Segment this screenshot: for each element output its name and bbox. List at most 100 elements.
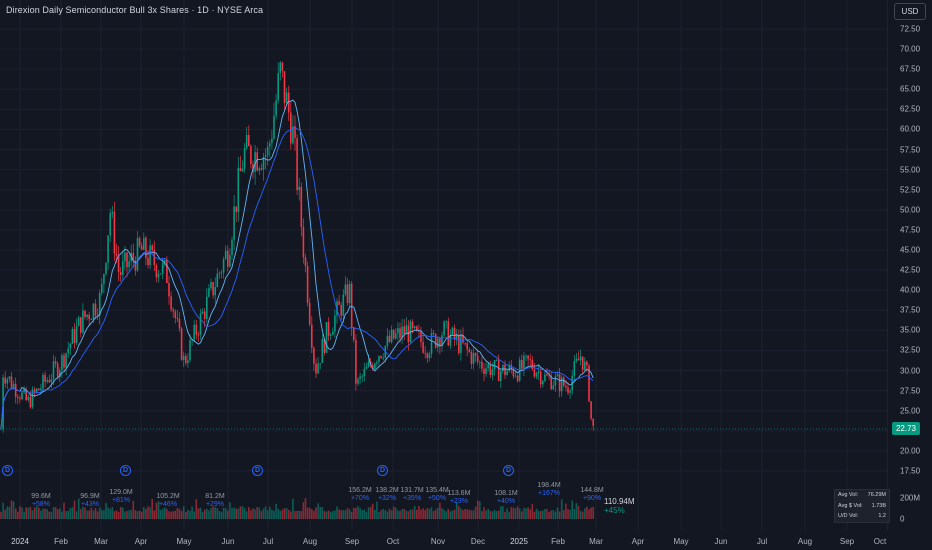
volume-label: 99.6M +58% (31, 493, 50, 509)
candle-body (178, 318, 181, 329)
candle-body (464, 342, 466, 344)
candle-body (527, 355, 529, 360)
dividend-event-icon[interactable]: D (252, 465, 263, 476)
candle-body (42, 374, 44, 389)
candle-body (38, 388, 40, 391)
candle-body (405, 325, 408, 335)
volume-bar (50, 511, 53, 519)
price-tick: 40.00 (900, 285, 921, 295)
candle-body (403, 326, 405, 335)
candle-body (101, 284, 103, 294)
volume-bar (334, 510, 336, 519)
volume-bar (105, 502, 107, 519)
candle-body (105, 262, 107, 275)
candle-body (107, 235, 109, 263)
candle-body (575, 358, 578, 362)
volume-bar (248, 507, 250, 519)
candle-body (317, 363, 319, 374)
volume-bar (518, 508, 521, 519)
volume-bar (149, 507, 151, 519)
volume-current-value: 110.94M (604, 497, 635, 506)
volume-bar (153, 510, 156, 519)
volume-bar (113, 511, 116, 519)
volume-bar (220, 511, 223, 519)
candle-body (378, 356, 380, 363)
price-tick: 30.00 (900, 366, 921, 376)
volume-bar (554, 511, 557, 519)
volume-label-pct: +167% (537, 490, 560, 497)
candle-body (565, 385, 567, 388)
dividend-event-icon[interactable]: D (2, 465, 13, 476)
volume-bar (140, 511, 143, 519)
candle-body (350, 283, 353, 328)
volume-bar (126, 510, 128, 519)
volume-bar (535, 508, 538, 519)
price-tick: 17.50 (900, 466, 921, 476)
volume-bar (422, 508, 424, 519)
volume-bar (279, 510, 282, 519)
candle-body (518, 359, 521, 381)
candle-body (111, 211, 114, 214)
volume-bar (462, 510, 464, 519)
volume-bar (92, 510, 95, 519)
dividend-event-icon[interactable]: D (503, 465, 514, 476)
time-tick: 2025 (510, 537, 528, 546)
candle-body (92, 303, 95, 320)
candle-body (531, 359, 534, 370)
volume-bar (115, 510, 118, 519)
price-tick: 55.00 (900, 165, 921, 175)
volume-bar (71, 507, 74, 519)
candle-body (420, 331, 422, 343)
volume-bar (512, 507, 515, 519)
time-axis[interactable]: 2024 Feb Mar Apr May Jun Jul Aug Sep Oct Nov Dec 202… (0, 532, 888, 550)
volume-bar (424, 509, 426, 519)
volume-bar (531, 503, 534, 519)
time-tick: Sep (344, 537, 360, 546)
volume-bar (315, 507, 317, 519)
volume-bar (468, 509, 471, 519)
candle-body (418, 330, 420, 332)
dividend-event-icon[interactable]: D (120, 465, 131, 476)
volume-bar (206, 508, 208, 519)
volume-bar (569, 509, 571, 519)
volume-bar (365, 511, 368, 519)
volume-bar (542, 510, 544, 519)
candle-body (479, 361, 481, 363)
volume-bar (59, 508, 61, 519)
volume-bar (25, 507, 27, 519)
candle-body (323, 339, 326, 353)
candle-body (233, 206, 235, 240)
price-axis[interactable]: 72.50 70.00 67.50 65.00 62.50 60.00 57.50 55.00… (888, 0, 932, 530)
candle-body (514, 375, 517, 377)
volume-bar (474, 506, 477, 519)
candle-body (157, 274, 160, 278)
candle-body (273, 115, 275, 139)
candle-body (441, 335, 443, 347)
price-chart[interactable] (0, 0, 888, 530)
candle-body (180, 328, 183, 360)
volume-label: 131.7M +35% (400, 487, 423, 503)
candle-body (185, 355, 187, 363)
volume-bar (185, 511, 187, 519)
currency-button[interactable]: USD (894, 3, 926, 20)
candle-body (311, 324, 313, 348)
candle-body (462, 334, 464, 343)
volume-bar (374, 510, 376, 519)
candle-body (573, 361, 576, 376)
candle-body (65, 353, 67, 368)
volume-bar (357, 506, 359, 519)
candle-body (71, 329, 74, 344)
volume-bar (260, 511, 263, 519)
volume-bar (218, 510, 221, 519)
volume-bar (493, 509, 496, 519)
candle-body (491, 369, 494, 376)
volume-bar (262, 508, 265, 519)
volume-label-pct: +50% (427, 495, 447, 502)
volume-bar (458, 506, 460, 519)
candle-body (382, 357, 384, 359)
price-tick: 37.50 (900, 305, 921, 315)
candle-body (115, 253, 118, 256)
dividend-event-icon[interactable]: D (377, 465, 388, 476)
candle-body (203, 311, 206, 319)
volume-bar (182, 506, 185, 519)
